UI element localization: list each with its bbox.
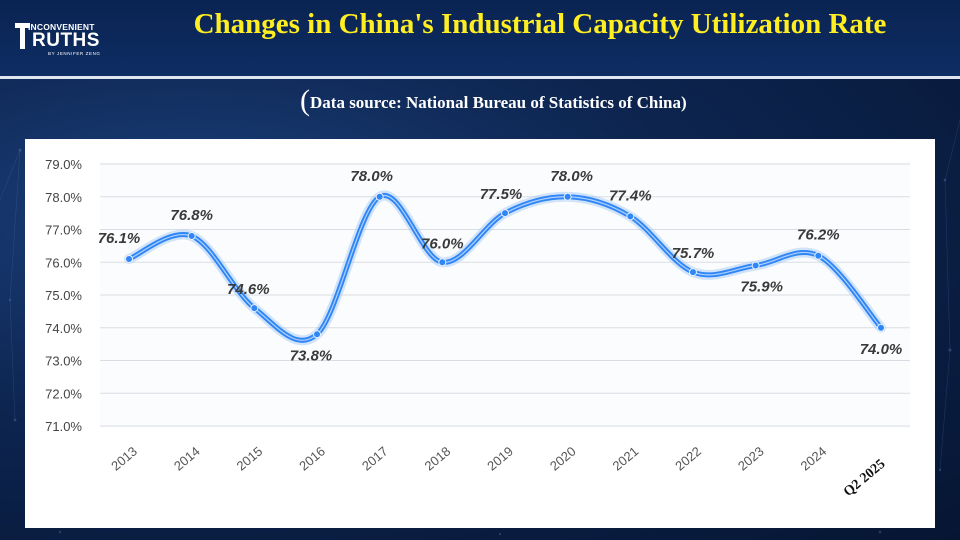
data-label: 76.8% [170, 207, 213, 224]
logo-t-icon [15, 23, 30, 49]
x-tick-label: 2016 [296, 444, 328, 474]
page-title: Changes in China's Industrial Capacity U… [193, 8, 887, 40]
x-tick-label: 2024 [798, 444, 830, 474]
source-close-paren: ) [681, 93, 687, 112]
x-tick-label: 2015 [234, 444, 266, 474]
data-point [751, 261, 760, 270]
data-point [125, 254, 133, 263]
header-divider [0, 76, 960, 79]
source-text: Data source: National Bureau of Statisti… [310, 93, 682, 112]
logo-sub-text: BY JENNIFER ZENG [48, 51, 101, 56]
x-tick-label: 2018 [422, 444, 454, 474]
data-label: 78.0% [350, 168, 393, 185]
data-label: 73.8% [290, 347, 333, 364]
data-label: 76.2% [797, 227, 840, 244]
chart-panel: 71.0% 72.0% 73.0% 74.0% 75.0% 76.0% 77.0% 78.0%… [25, 139, 935, 528]
data-point [250, 304, 259, 313]
data-point [563, 192, 572, 201]
y-tick-label: 72.0% [45, 386, 82, 401]
data-point [626, 212, 635, 221]
data-point [187, 232, 196, 241]
x-tick-label: 2023 [735, 444, 767, 474]
y-tick-label: 77.0% [45, 223, 82, 238]
data-label: 74.6% [227, 281, 270, 298]
x-tick-label-box [831, 451, 899, 509]
data-point [501, 209, 509, 218]
logo-top-text: INCONVENIENT [28, 22, 95, 32]
data-source-note: (Data source: National Bureau of Statist… [300, 84, 687, 118]
line-chart: 71.0% 72.0% 73.0% 74.0% 75.0% 76.0% 77.0% 78.0%… [45, 157, 910, 509]
y-tick-label: 79.0% [45, 157, 82, 172]
data-point [814, 251, 823, 260]
x-tick-label: 2019 [484, 444, 516, 474]
data-label: 74.0% [860, 341, 903, 358]
data-label: 78.0% [550, 168, 593, 185]
data-point [877, 323, 885, 332]
x-tick-label: 2022 [672, 444, 704, 474]
data-point [313, 330, 321, 339]
logo-main-text: RUTHS [32, 30, 100, 51]
data-point [375, 192, 384, 201]
brand-logo: INCONVENIENT RUTHS BY JENNIFER ZENG [14, 20, 118, 60]
data-label: 76.1% [98, 230, 141, 247]
data-point [689, 268, 697, 277]
y-tick-label: 78.0% [45, 190, 82, 205]
x-tick-label: 2021 [610, 444, 642, 474]
x-tick-label: 2014 [171, 444, 203, 474]
x-tick-label: 2017 [359, 444, 391, 474]
data-label: 75.7% [672, 245, 715, 262]
data-label: 77.4% [609, 187, 652, 204]
data-label: 77.5% [480, 186, 523, 203]
y-tick-label: 76.0% [45, 255, 82, 270]
source-open-paren: ( [300, 84, 310, 117]
y-tick-label: 73.0% [45, 354, 82, 369]
y-tick-label: 71.0% [45, 419, 82, 434]
data-point [438, 258, 447, 267]
data-label: 75.9% [740, 279, 783, 296]
data-label: 76.0% [421, 235, 464, 252]
y-tick-label: 74.0% [45, 321, 82, 336]
y-tick-label: 75.0% [45, 288, 82, 303]
header-band [0, 0, 960, 76]
x-tick-label: 2013 [108, 444, 140, 474]
x-tick-label: 2020 [547, 444, 579, 474]
